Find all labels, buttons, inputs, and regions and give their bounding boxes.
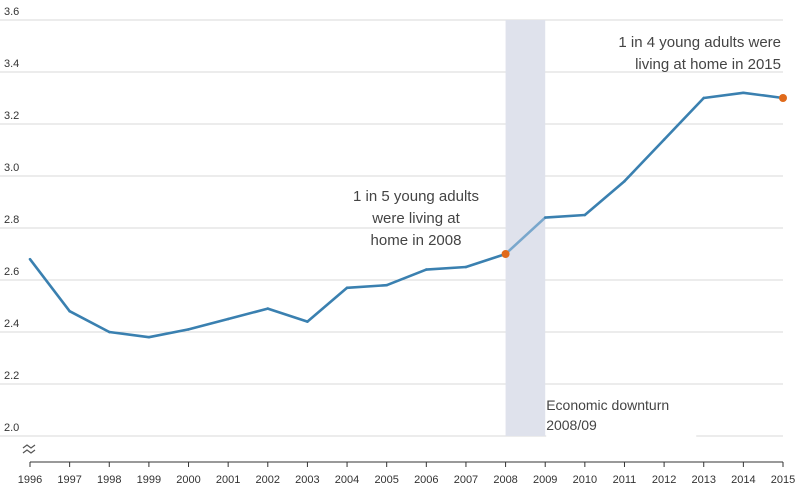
x-tick-label: 1996	[18, 474, 42, 486]
highlight-point-2015	[779, 94, 787, 102]
series-segment	[464, 252, 507, 269]
series-segment	[28, 257, 71, 313]
x-tick-label: 2012	[652, 474, 676, 486]
x-tick-label: 2011	[613, 474, 637, 486]
annotation-2015-line: 1 in 4 young adults were	[618, 34, 781, 51]
y-tick-label: 2.2	[4, 370, 19, 382]
economic-downturn-shaded-region	[505, 20, 546, 436]
series-segment	[385, 268, 428, 287]
x-tick-label: 2001	[216, 474, 240, 486]
series-segment	[147, 328, 190, 339]
series-segment	[504, 216, 547, 256]
series-segment	[345, 283, 388, 290]
shade-label-line: Economic downturn	[546, 397, 669, 413]
series-segment	[425, 265, 468, 271]
y-axis-ticks: 2.0 2.2 2.4 2.6 2.8 3.0 3.2 3.4 3.6	[4, 6, 19, 434]
x-tick-label: 2000	[176, 474, 200, 486]
y-tick-label: 2.4	[4, 318, 19, 330]
annotation-2008-line: were living at	[371, 210, 460, 227]
series-segment	[543, 213, 587, 219]
x-tick-label: 2014	[731, 474, 755, 486]
y-axis-break-icon	[22, 444, 36, 454]
x-tick-label: 2009	[533, 474, 557, 486]
x-tick-label: 1998	[97, 474, 121, 486]
annotation-2015-line: living at home in 2015	[635, 56, 781, 73]
y-tick-label: 2.8	[4, 214, 19, 226]
x-tick-label: 1999	[137, 474, 161, 486]
x-tick-label: 2005	[374, 474, 398, 486]
highlight-point-2008	[501, 250, 510, 258]
x-tick-label: 1997	[57, 474, 81, 486]
axis-break-stroke	[22, 444, 36, 449]
gridlines	[0, 19, 783, 437]
x-tick-label: 2007	[454, 474, 478, 486]
y-tick-label: 3.4	[4, 58, 19, 70]
series-segment	[662, 96, 706, 141]
x-tick-label: 2002	[256, 474, 280, 486]
series-segment	[107, 330, 151, 339]
y-tick-label: 3.0	[4, 162, 19, 174]
series-segment	[226, 307, 270, 321]
y-tick-label: 2.0	[4, 422, 19, 434]
shade-label-background	[546, 393, 697, 437]
x-tick-label: 2006	[414, 474, 438, 486]
series-segment	[623, 138, 666, 183]
series-segment	[702, 91, 745, 100]
series-segment	[583, 179, 626, 217]
x-tick-label: 2008	[493, 474, 517, 486]
y-tick-label: 3.6	[4, 6, 19, 18]
series-segment	[68, 309, 111, 334]
x-tick-label: 2003	[295, 474, 319, 486]
annotation-2008-line: 1 in 5 young adults	[353, 188, 479, 205]
x-axis: 1996 1997 1998 1999 2000 2001 2002 2003 2004 2005…	[18, 461, 795, 486]
series-segment	[306, 286, 349, 323]
x-tick-label: 2010	[573, 474, 597, 486]
series-line	[28, 91, 785, 339]
x-tick-label: 2015	[771, 474, 795, 486]
series-segment	[266, 307, 309, 323]
series-segment	[187, 317, 230, 331]
annotations: Economic downturn 2008/09 1 in 5 young adu…	[353, 34, 781, 437]
y-tick-label: 2.6	[4, 266, 19, 278]
annotation-2008-line: home in 2008	[371, 232, 462, 249]
y-tick-label: 3.2	[4, 110, 19, 122]
x-tick-label: 2013	[691, 474, 715, 486]
highlight-markers	[501, 94, 787, 258]
series-segment	[742, 91, 785, 100]
axis-break-stroke	[22, 449, 36, 454]
shade-label-line: 2008/09	[546, 417, 597, 433]
x-tick-label: 2004	[335, 474, 359, 486]
